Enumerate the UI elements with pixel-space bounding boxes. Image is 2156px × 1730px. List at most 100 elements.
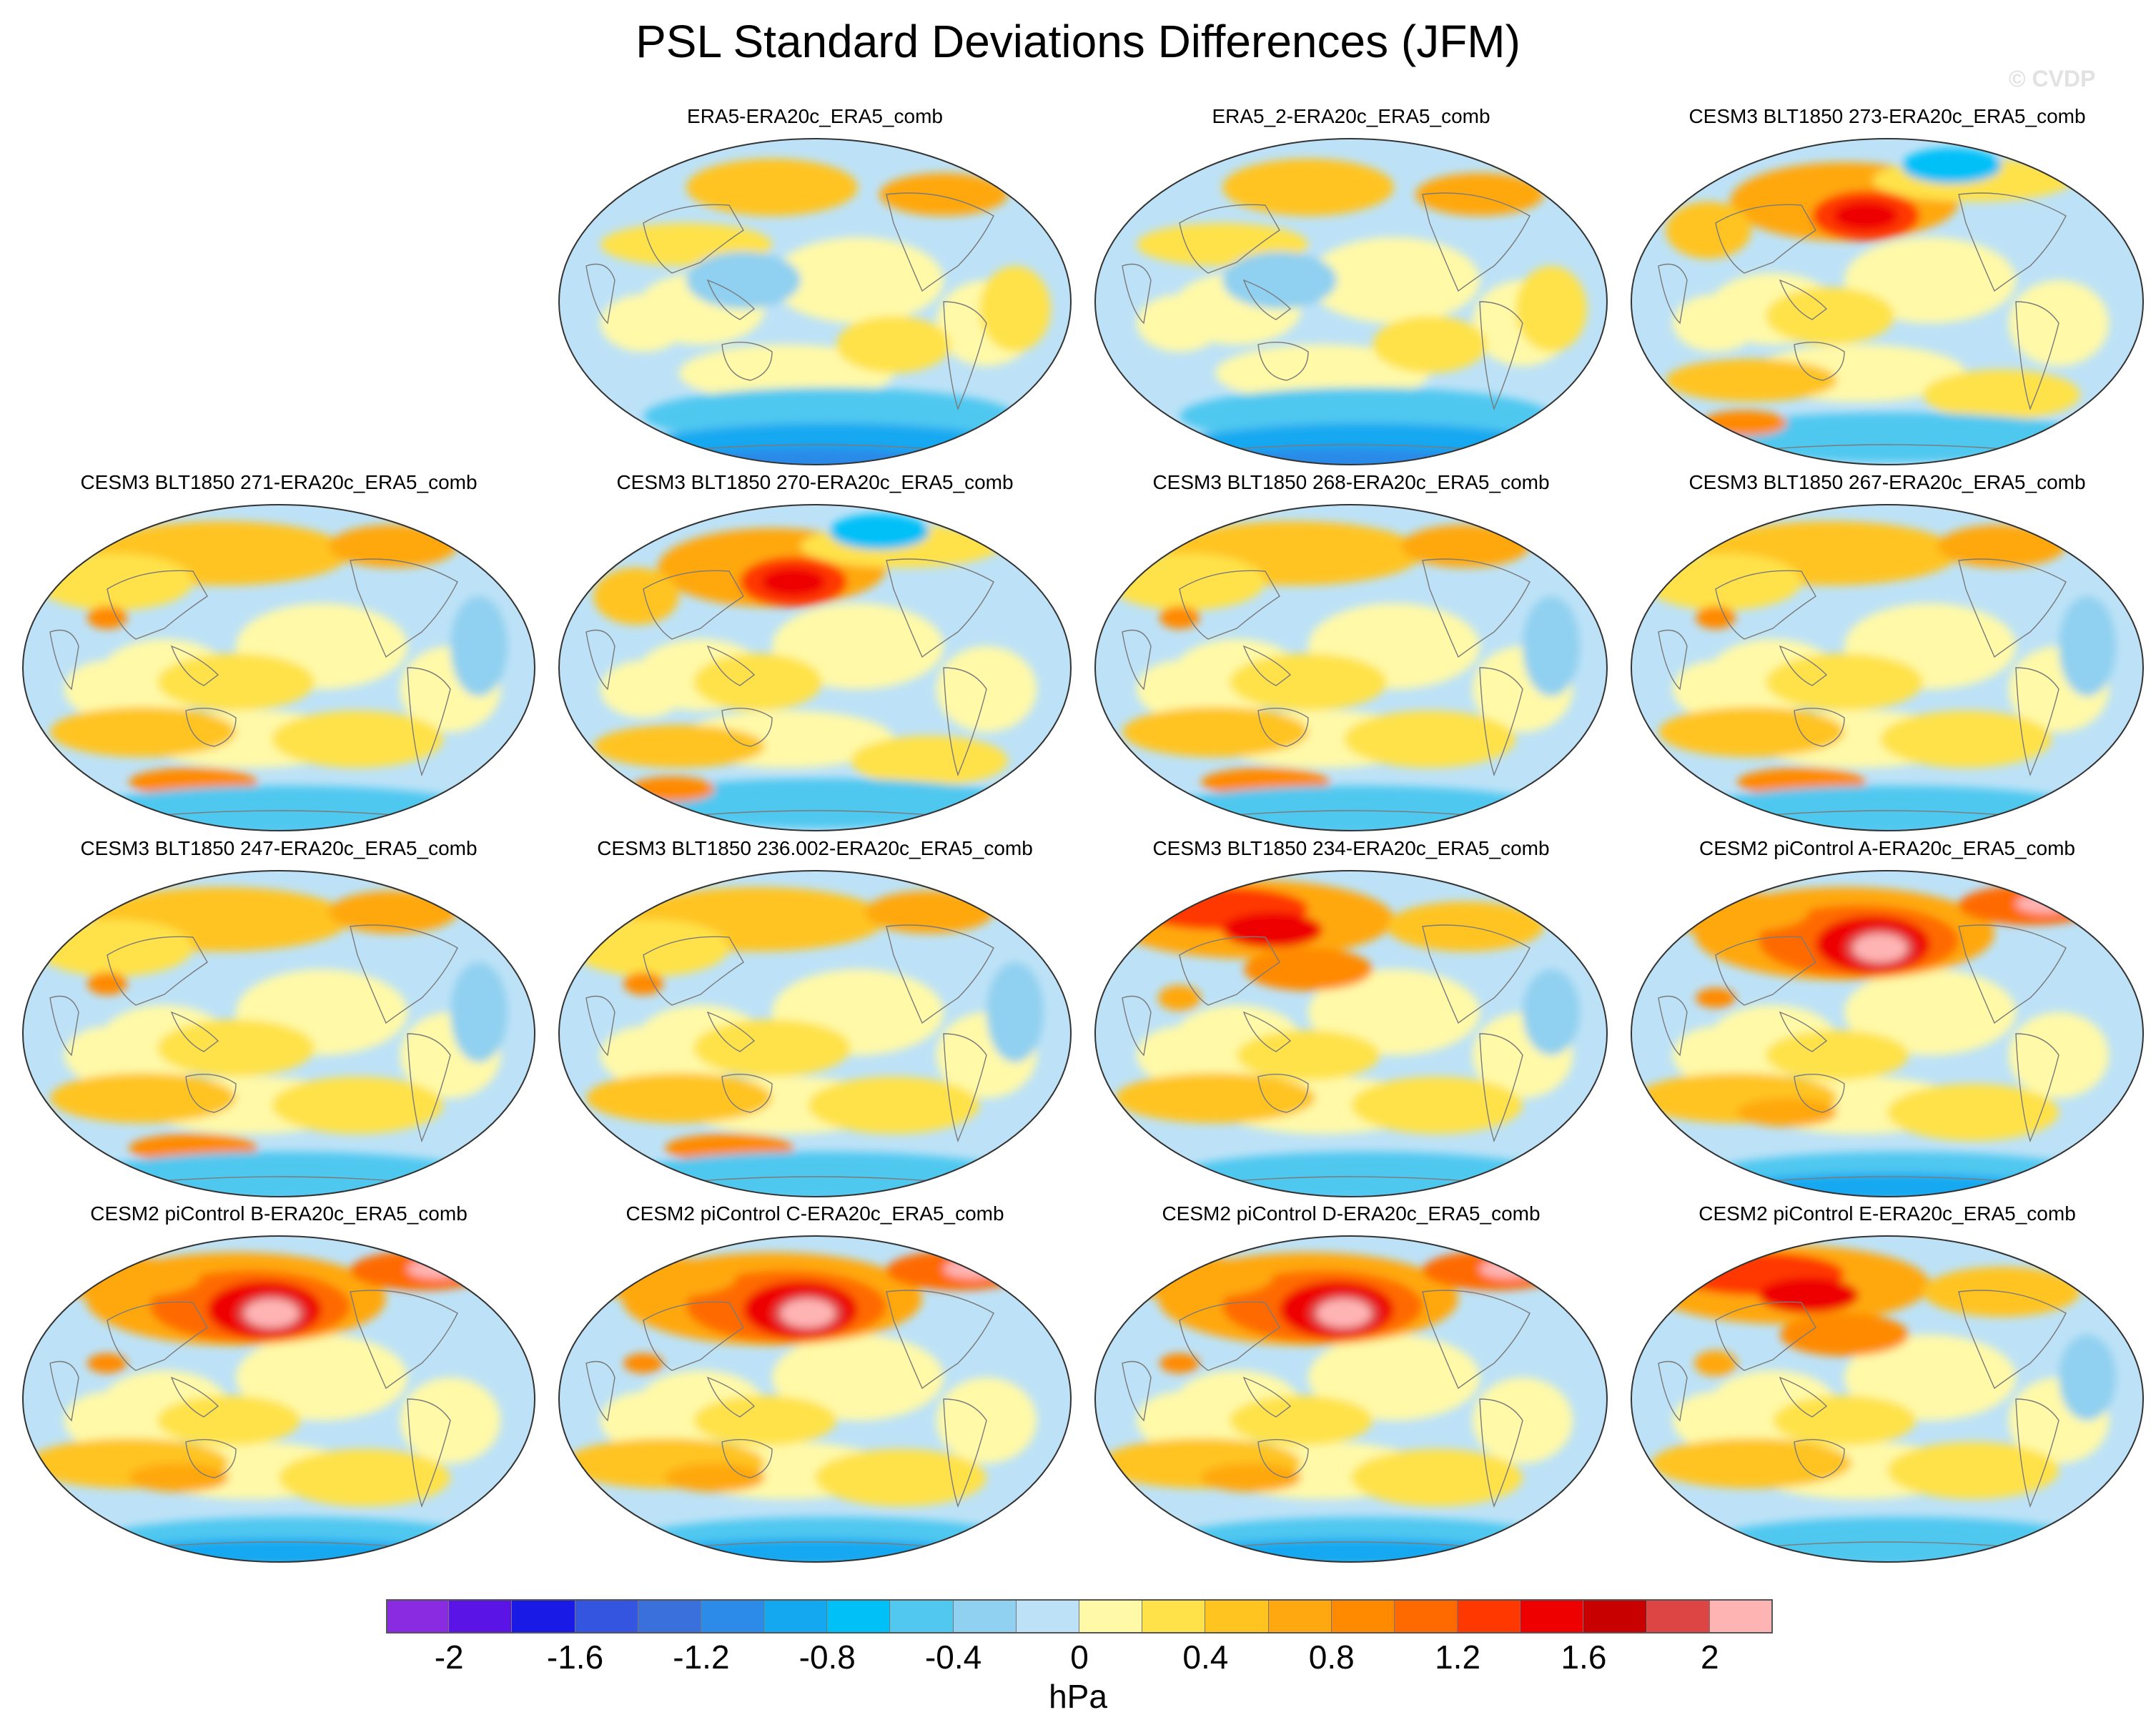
coastline [1658,995,1688,1057]
colorbar-tick-label: -1.6 [546,1638,604,1676]
coastline [407,1398,451,1508]
contour-blob [1344,711,1515,768]
coastline [1179,204,1280,274]
colorbar-segment [1142,1599,1206,1633]
contour-blob [1244,948,1373,991]
coastline [2015,1033,2059,1143]
contour-blob [329,525,458,568]
contour-blob [1844,969,2016,1055]
coastline [886,1290,994,1390]
contour-blob [1637,891,1809,934]
contour-blob [1137,1392,1222,1449]
contour-blob [1308,969,1480,1055]
contour-blob [244,1299,299,1328]
coastline [1257,707,1309,747]
coastline [943,1398,987,1508]
colorbar-segment [386,1599,450,1633]
colorbar-tick-label: -2 [434,1638,464,1676]
contour-blob [29,1256,200,1299]
coastline [721,341,773,381]
robinson-map [558,138,1072,465]
contour-blob [1780,1313,1909,1356]
colorbar-segment [1646,1599,1710,1633]
contour-blob [1651,1438,1851,1488]
colorbar [386,1599,1773,1633]
coastline [350,1290,458,1390]
panel-title: ERA5-ERA20c_ERA5_comb [687,105,943,127]
colorbar-segment [701,1599,765,1633]
contour-blob [1158,985,1201,1011]
contour-blob [1658,707,1844,757]
map-panel: ERA5-ERA20c_ERA5_comb [550,104,1079,476]
contour-blob [272,711,443,768]
contour-blob [157,1019,315,1077]
contour-blob [979,266,1051,352]
contour-blob [865,891,994,934]
contour-blob [572,919,729,977]
contour-blob [1694,1350,1737,1376]
map-panel: CESM3 BLT1850 268-ERA20c_ERA5_comb [1087,470,1616,842]
panel-title: CESM3 BLT1850 267-ERA20c_ERA5_comb [1688,471,2086,493]
contour-blob [836,316,951,373]
coastline [1715,936,1816,1006]
coastline [1794,1073,1845,1113]
contour-blob [1766,287,1894,345]
contour-blob [1759,1277,1859,1313]
contour-blob [851,736,1008,786]
map-outline [558,1235,1072,1563]
coastline [706,1376,756,1418]
map-panel: CESM3 BLT1850 247-ERA20c_ERA5_comb [14,836,543,1208]
contour-blob [829,514,929,550]
contour-blob [329,891,458,934]
contour-blob [1222,159,1394,216]
map-outline [1094,138,1608,465]
contour-blob [64,661,150,718]
coastline [1122,263,1152,325]
contour-blob [1308,1335,1480,1420]
coastline [1479,1398,1523,1508]
panel-title: CESM3 BLT1850 236.002-ERA20c_ERA5_comb [597,837,1033,859]
map-panel: CESM3 BLT1850 236.002-ERA20c_ERA5_comb [550,836,1079,1208]
contour-blob [693,1019,851,1077]
coastline [1658,629,1688,691]
map-outline [1631,138,2144,465]
coastline [1779,279,1828,320]
map-panel: CESM2 piControl A-ERA20c_ERA5_comb [1623,836,2152,1208]
contour-blob [1666,202,1751,259]
colorbar-tick-label: 0.8 [1308,1638,1355,1676]
coastline [185,707,237,747]
contour-blob [1880,711,2052,768]
panel-title: CESM3 BLT1850 247-ERA20c_ERA5_comb [80,837,478,859]
coastline [1257,341,1309,381]
colorbar-tick-label: 0.4 [1182,1638,1229,1676]
map-panel: CESM3 BLT1850 267-ERA20c_ERA5_comb [1623,470,2152,842]
robinson-map [1631,1235,2144,1563]
coastline [350,924,458,1024]
contour-blob [1673,295,1759,352]
map-outline [558,504,1072,831]
panel-title: CESM3 BLT1850 273-ERA20c_ERA5_comb [1688,105,2086,127]
colorbar-tick-label: -1.2 [673,1638,730,1676]
coastline [2015,301,2059,411]
coastline [1479,667,1523,777]
contour-blob [1401,525,1530,568]
coastline [1658,263,1688,325]
contour-blob [1122,707,1308,757]
colorbar-segment [890,1599,954,1633]
contour-blob [781,1299,835,1328]
contour-blob [772,1335,944,1420]
contour-blob [693,1395,836,1445]
contour-blob [1737,1098,1837,1127]
map-outline [22,504,535,831]
contour-blob [1923,370,2080,420]
coastline [1179,1301,1280,1371]
contour-blob [1101,1256,1272,1299]
contour-blob [1696,988,1736,1008]
robinson-map [22,504,535,831]
coastline [107,1301,208,1371]
colorbar-segment [1268,1599,1332,1633]
contour-blob [1137,295,1222,352]
map-outline [1094,504,1608,831]
coastline [1779,645,1828,686]
contour-blob [1773,1395,1916,1445]
